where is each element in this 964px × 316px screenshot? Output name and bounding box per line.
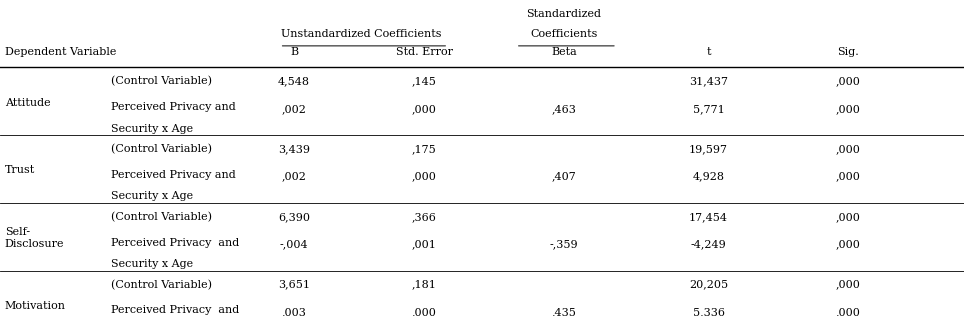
Text: Security x Age: Security x Age: [111, 259, 193, 269]
Text: ,000: ,000: [836, 104, 861, 114]
Text: ,000: ,000: [412, 307, 437, 316]
Text: ,000: ,000: [836, 172, 861, 182]
Text: Dependent Variable: Dependent Variable: [5, 47, 117, 58]
Text: (Control Variable): (Control Variable): [111, 212, 212, 222]
Text: Self-
Disclosure: Self- Disclosure: [5, 227, 65, 249]
Text: Std. Error: Std. Error: [395, 47, 453, 58]
Text: (Control Variable): (Control Variable): [111, 144, 212, 154]
Text: Perceived Privacy  and: Perceived Privacy and: [111, 306, 239, 315]
Text: ,463: ,463: [551, 104, 576, 114]
Text: -,004: -,004: [280, 240, 308, 250]
Text: ,145: ,145: [412, 76, 437, 86]
Text: ,000: ,000: [412, 104, 437, 114]
Text: ,003: ,003: [281, 307, 307, 316]
Text: (Control Variable): (Control Variable): [111, 76, 212, 87]
Text: Motivation: Motivation: [5, 301, 66, 311]
Text: ,002: ,002: [281, 172, 307, 182]
Text: 4,548: 4,548: [278, 76, 310, 86]
Text: -,359: -,359: [549, 240, 578, 250]
Text: 3,651: 3,651: [278, 280, 310, 290]
Text: Unstandardized Coefficients: Unstandardized Coefficients: [281, 29, 442, 39]
Text: Perceived Privacy and: Perceived Privacy and: [111, 102, 235, 112]
Text: B: B: [290, 47, 298, 58]
Text: Beta: Beta: [551, 47, 576, 58]
Text: 6,390: 6,390: [278, 212, 310, 222]
Text: ,407: ,407: [551, 172, 576, 182]
Text: ,000: ,000: [836, 280, 861, 290]
Text: ,000: ,000: [836, 212, 861, 222]
Text: ,181: ,181: [412, 280, 437, 290]
Text: 5,771: 5,771: [693, 104, 724, 114]
Text: 31,437: 31,437: [689, 76, 728, 86]
Text: 3,439: 3,439: [278, 144, 310, 154]
Text: Security x Age: Security x Age: [111, 124, 193, 134]
Text: Trust: Trust: [5, 166, 35, 175]
Text: ,366: ,366: [412, 212, 437, 222]
Text: Security x Age: Security x Age: [111, 191, 193, 202]
Text: t: t: [707, 47, 710, 58]
Text: 20,205: 20,205: [689, 280, 728, 290]
Text: 17,454: 17,454: [689, 212, 728, 222]
Text: ,000: ,000: [836, 144, 861, 154]
Text: ,435: ,435: [551, 307, 576, 316]
Text: 19,597: 19,597: [689, 144, 728, 154]
Text: ,000: ,000: [836, 76, 861, 86]
Text: ,000: ,000: [836, 240, 861, 250]
Text: ,000: ,000: [836, 307, 861, 316]
Text: Sig.: Sig.: [838, 47, 859, 58]
Text: -4,249: -4,249: [690, 240, 727, 250]
Text: ,000: ,000: [412, 172, 437, 182]
Text: Standardized: Standardized: [526, 9, 602, 20]
Text: Coefficients: Coefficients: [530, 29, 598, 39]
Text: ,175: ,175: [412, 144, 437, 154]
Text: 4,928: 4,928: [692, 172, 725, 182]
Text: Perceived Privacy  and: Perceived Privacy and: [111, 238, 239, 248]
Text: ,001: ,001: [412, 240, 437, 250]
Text: ,002: ,002: [281, 104, 307, 114]
Text: 5,336: 5,336: [692, 307, 725, 316]
Text: (Control Variable): (Control Variable): [111, 280, 212, 290]
Text: Attitude: Attitude: [5, 98, 50, 108]
Text: Perceived Privacy and: Perceived Privacy and: [111, 170, 235, 180]
